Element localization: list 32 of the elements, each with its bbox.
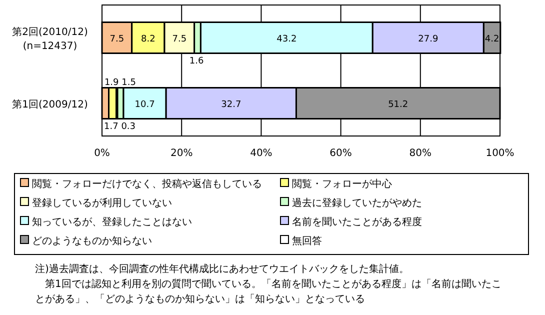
data-label: 1.5 — [122, 78, 136, 88]
text: 注)過去調査は、今回調査の性年代構成比にあわせてウエイトバックをした集計値。 — [35, 262, 410, 277]
y-tick-label: 第1回(2009/12) — [12, 98, 88, 110]
legend-label: 閲覧・フォローだけでなく、投稿や返信もしている — [32, 179, 262, 190]
legend-label: 閲覧・フォローが中心 — [292, 179, 392, 190]
data-label: 0.3 — [121, 122, 136, 132]
legend-label: 知っているが、登録したことはない — [32, 217, 192, 228]
x-tick-label: 100% — [486, 148, 514, 159]
data-label: 1.6 — [189, 56, 204, 66]
data-label: 10.7 — [134, 100, 155, 110]
x-tick-label: 60% — [330, 148, 352, 159]
data-label: 43.2 — [276, 34, 297, 44]
data-label: 27.9 — [418, 34, 438, 44]
data-label: 32.7 — [221, 100, 242, 110]
data-label: 1.7 — [104, 122, 118, 132]
x-tick-label: 0% — [94, 148, 110, 159]
legend-label: 名前を聞いたことがある程度 — [292, 217, 422, 228]
x-tick-label: 40% — [250, 148, 272, 159]
x-tick-label: 80% — [409, 148, 432, 159]
data-label: 8.2 — [141, 34, 156, 44]
data-label: 4.2 — [484, 34, 500, 44]
data-label: 51.2 — [388, 100, 408, 110]
data-label: 1.9 — [104, 78, 120, 88]
legend-label: 無回答 — [292, 236, 322, 247]
legend-label: 過去に登録していたがやめた — [292, 198, 422, 209]
data-label: 7.5 — [110, 34, 124, 44]
x-tick-label: 20% — [170, 148, 193, 159]
y-tick-label: 第2回(2010/12) (n=12437) — [12, 26, 88, 52]
data-label: 7.5 — [172, 34, 187, 44]
text: 第1回では認知と利用を別の質問で聞いている。「名前を聞いたことがある程度」は「名前は聞いたことがある」、「どのようなものか知らない」は「知らない」となっている — [35, 278, 502, 307]
legend-label: どのようなものか知らない — [32, 236, 152, 247]
legend-label: 登録しているが利用していない — [32, 198, 172, 209]
